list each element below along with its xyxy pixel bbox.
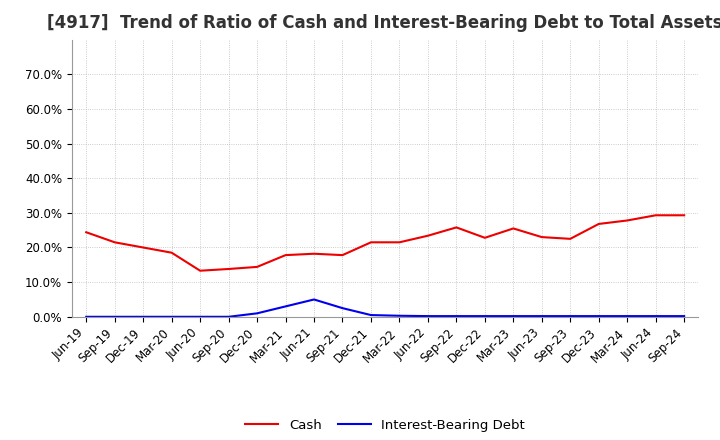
Interest-Bearing Debt [253,311,261,316]
Interest-Bearing Debt [652,313,660,319]
Interest-Bearing Debt [423,313,432,319]
Cash [423,233,432,238]
Cash [196,268,204,273]
Interest-Bearing Debt [680,313,688,319]
Cash [139,245,148,250]
Cash [595,221,603,227]
Interest-Bearing Debt [595,313,603,319]
Interest-Bearing Debt [310,297,318,302]
Interest-Bearing Debt [167,314,176,319]
Interest-Bearing Debt [338,305,347,311]
Interest-Bearing Debt [282,304,290,309]
Cash [282,253,290,258]
Interest-Bearing Debt [480,313,489,319]
Interest-Bearing Debt [452,313,461,319]
Interest-Bearing Debt [537,313,546,319]
Cash [366,240,375,245]
Interest-Bearing Debt [225,314,233,319]
Cash [310,251,318,257]
Line: Cash: Cash [86,215,684,271]
Cash [338,253,347,258]
Cash [225,266,233,271]
Cash [509,226,518,231]
Line: Interest-Bearing Debt: Interest-Bearing Debt [86,300,684,317]
Interest-Bearing Debt [566,313,575,319]
Cash [652,213,660,218]
Cash [452,225,461,230]
Cash [480,235,489,240]
Cash [167,250,176,255]
Interest-Bearing Debt [395,313,404,319]
Cash [680,213,688,218]
Title: [4917]  Trend of Ratio of Cash and Interest-Bearing Debt to Total Assets: [4917] Trend of Ratio of Cash and Intere… [48,15,720,33]
Cash [623,218,631,223]
Interest-Bearing Debt [139,314,148,319]
Cash [82,230,91,235]
Interest-Bearing Debt [196,314,204,319]
Legend: Cash, Interest-Bearing Debt: Cash, Interest-Bearing Debt [239,412,531,438]
Cash [537,235,546,240]
Cash [395,240,404,245]
Interest-Bearing Debt [110,314,119,319]
Interest-Bearing Debt [623,313,631,319]
Interest-Bearing Debt [366,312,375,318]
Cash [110,240,119,245]
Cash [566,236,575,242]
Interest-Bearing Debt [509,313,518,319]
Interest-Bearing Debt [82,314,91,319]
Cash [253,264,261,270]
